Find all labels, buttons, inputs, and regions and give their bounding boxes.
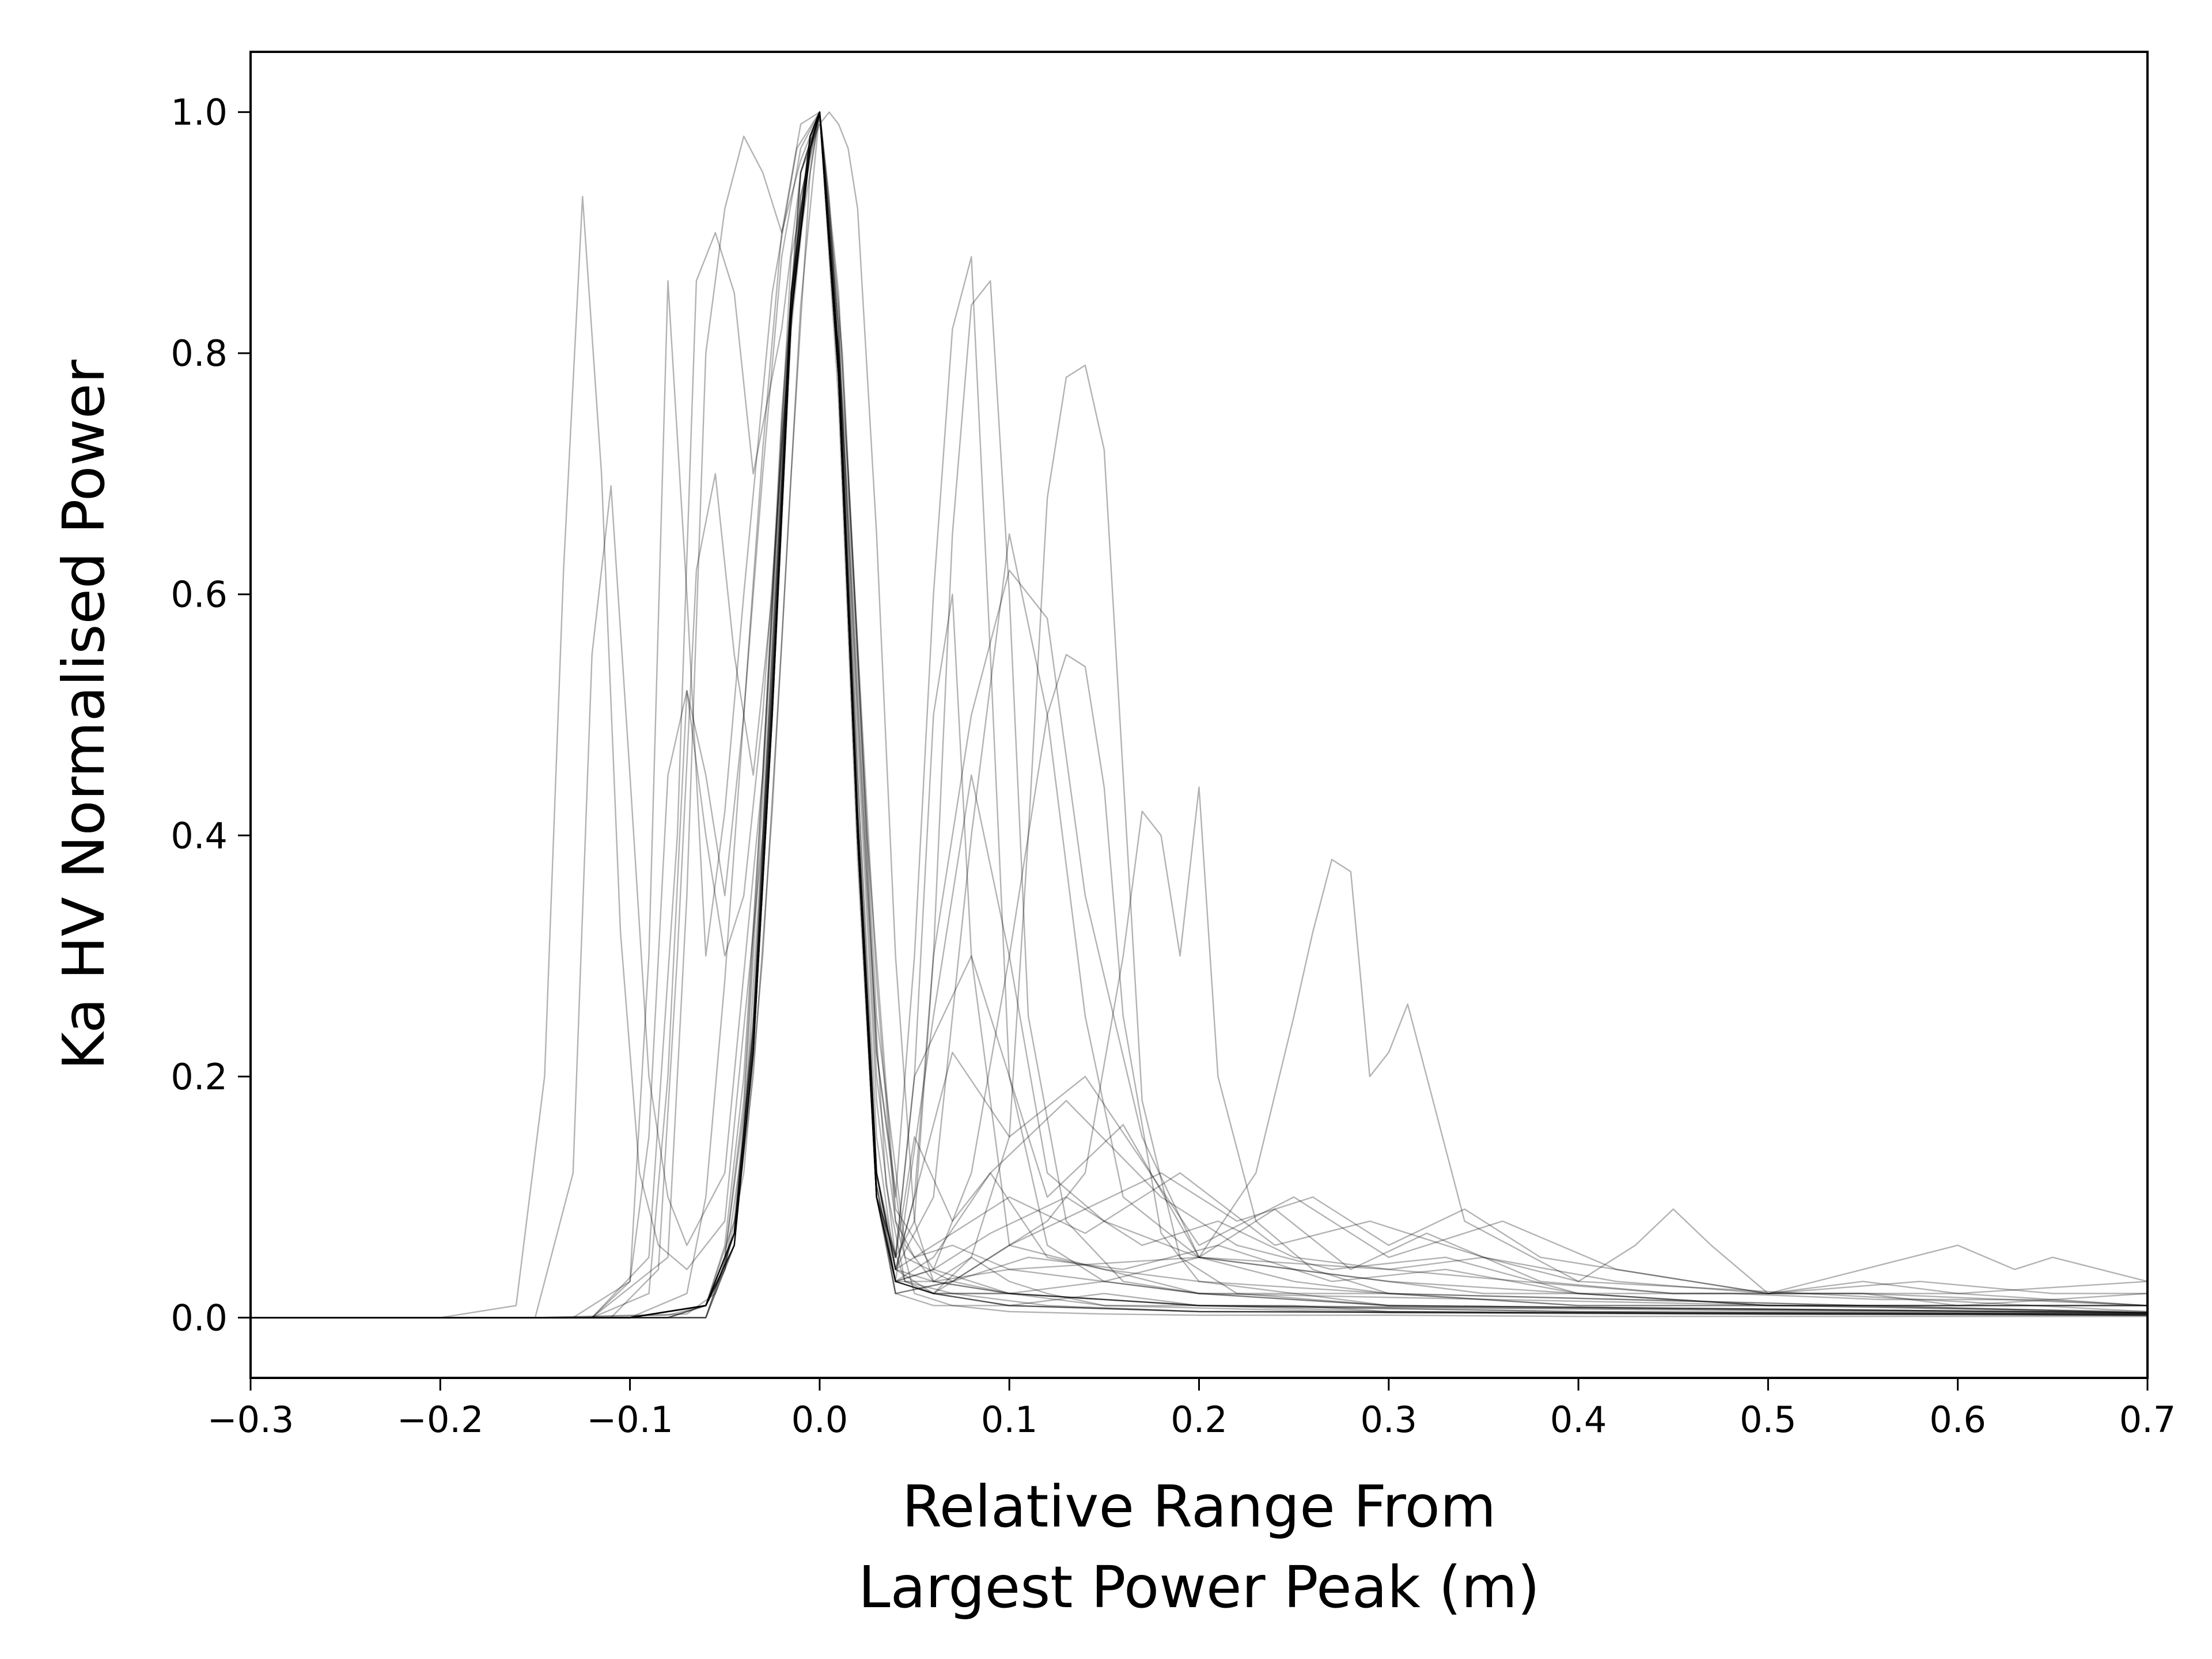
y-tick-label: 0.8	[171, 332, 228, 374]
x-tick-label: 0.1	[981, 1399, 1038, 1441]
x-tick-label: 0.2	[1171, 1399, 1228, 1441]
trace-line	[251, 111, 2147, 1319]
trace-line	[251, 111, 2147, 1319]
trace-line	[251, 111, 2147, 1319]
x-tick-label: 0.0	[791, 1399, 849, 1441]
trace-line	[251, 111, 2147, 1319]
trace-line	[251, 111, 2147, 1319]
x-tick-label: −0.3	[207, 1399, 294, 1441]
trace-line	[251, 111, 2147, 1319]
trace-line	[251, 111, 2147, 1319]
trace-line	[251, 111, 2147, 1319]
trace-line	[251, 111, 2147, 1319]
trace-line	[251, 111, 2147, 1319]
trace-line	[251, 111, 2147, 1319]
x-tick-label: 0.3	[1360, 1399, 1417, 1441]
y-tick-label: 0.6	[171, 574, 228, 616]
x-axis: −0.3 −0.2 −0.1 0.0 0.1 0.2 0.3 0.4 0.5 0.6 0.7	[207, 1378, 2176, 1441]
y-axis-label: Ka HV Normalised Power	[50, 359, 118, 1070]
trace-line	[251, 111, 2147, 1319]
trace-line	[251, 111, 2147, 1319]
trace-line	[251, 111, 2147, 1319]
y-tick-label: 1.0	[171, 92, 228, 134]
trace-line	[251, 111, 2147, 1319]
trace-line	[251, 111, 2147, 1319]
trace-line	[251, 111, 2147, 1319]
x-tick-label: 0.7	[2119, 1399, 2176, 1441]
x-tick-label: −0.2	[397, 1399, 484, 1441]
x-axis-label-line-1: Relative Range From	[902, 1473, 1497, 1540]
x-tick-label: 0.6	[1929, 1399, 1986, 1441]
trace-line	[251, 111, 2147, 1319]
x-axis-label-line-2: Largest Power Peak (m)	[858, 1554, 1540, 1621]
trace-line	[251, 111, 2147, 1319]
trace-line	[251, 111, 2147, 1319]
trace-group	[251, 111, 2147, 1319]
trace-line	[251, 111, 2147, 1319]
trace-line	[251, 111, 2147, 1319]
y-tick-label: 0.2	[171, 1056, 228, 1098]
trace-line	[251, 111, 2147, 1319]
trace-line	[251, 111, 2147, 1319]
x-tick-label: 0.5	[1740, 1399, 1797, 1441]
trace-line	[251, 111, 2147, 1319]
trace-line	[251, 111, 2147, 1319]
y-tick-label: 0.4	[171, 815, 228, 857]
y-tick-label: 0.0	[171, 1297, 228, 1339]
trace-line	[251, 111, 2147, 1319]
trace-line	[251, 111, 2147, 1319]
trace-line	[251, 111, 2147, 1319]
trace-line	[251, 111, 2147, 1319]
trace-line	[251, 111, 2147, 1319]
trace-line	[251, 111, 2147, 1319]
x-tick-label: 0.4	[1550, 1399, 1607, 1441]
x-tick-label: −0.1	[586, 1399, 673, 1441]
y-axis: 0.0 0.2 0.4 0.6 0.8 1.0	[171, 92, 251, 1339]
